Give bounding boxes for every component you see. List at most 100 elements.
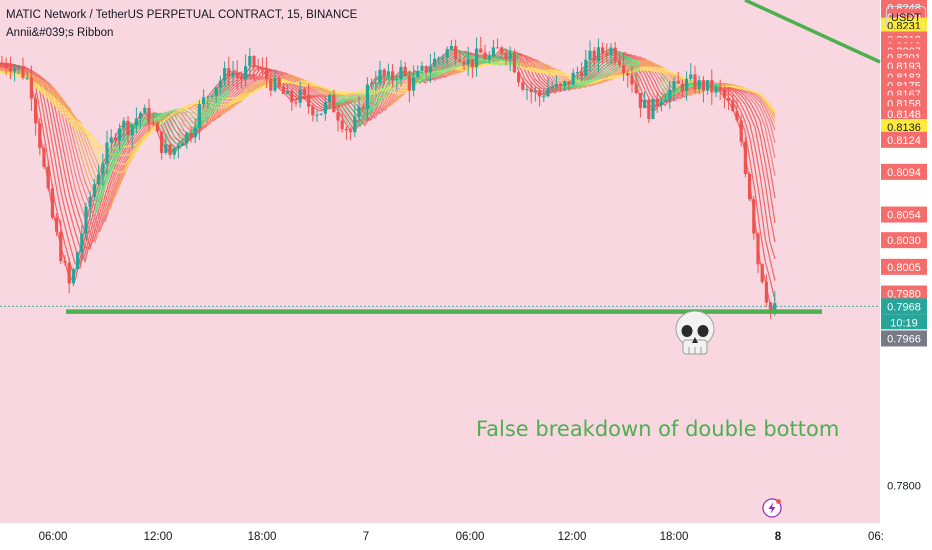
candle — [336, 102, 340, 132]
candle — [525, 85, 529, 101]
candle — [718, 79, 722, 101]
annotation-text: False breakdown of double bottom — [476, 417, 840, 441]
candle — [424, 65, 428, 77]
ribbon-line-bull — [329, 59, 521, 100]
time-axis[interactable]: 06:00 12:00 18:00 7 06:00 12:00 18:00 8 06: — [39, 531, 884, 543]
ribbon-line — [0, 56, 776, 215]
candle — [416, 65, 420, 79]
candle — [269, 74, 273, 97]
time-tick-label: 18:00 — [660, 531, 689, 543]
price-axis[interactable]: 0.82480.82390.82310.82180.82120.82070.82… — [881, 0, 927, 493]
candle — [743, 137, 747, 178]
candle — [643, 91, 647, 109]
candle — [428, 53, 432, 83]
candle — [567, 81, 571, 91]
price-tick-label: 0.8148 — [887, 109, 921, 121]
candle — [735, 98, 739, 122]
candle — [634, 73, 638, 95]
candle — [647, 97, 651, 123]
candles — [0, 36, 777, 319]
price-label: 0.8148 — [881, 106, 927, 123]
candle — [25, 71, 29, 81]
price-tick-label: 0.8124 — [887, 135, 921, 147]
candle — [80, 225, 84, 261]
candle — [92, 178, 96, 201]
candle — [668, 80, 672, 109]
candle — [84, 202, 88, 240]
price-tick-label: 0.7966 — [887, 333, 921, 345]
candle — [412, 65, 416, 97]
ribbon-line-bull — [329, 54, 521, 115]
candle — [592, 46, 596, 67]
candle — [42, 144, 46, 169]
candle — [353, 104, 357, 138]
candle — [185, 131, 189, 149]
candle — [496, 38, 500, 49]
candle — [328, 93, 332, 108]
price-tick-label: 0.8094 — [887, 167, 921, 179]
candle — [710, 69, 714, 106]
candle — [584, 49, 588, 77]
candle — [622, 52, 626, 81]
candle — [714, 84, 718, 97]
candle — [479, 36, 483, 53]
price-label: 0.8005 — [881, 258, 927, 275]
candle — [63, 254, 67, 266]
price-tick-label: 0.8030 — [887, 235, 921, 247]
candle — [399, 60, 403, 86]
candle — [420, 61, 424, 75]
currency-button[interactable]: USDT — [880, 0, 932, 36]
candle — [437, 56, 441, 65]
lightning-icon[interactable] — [762, 498, 782, 518]
candle — [286, 84, 290, 95]
time-axis-background — [0, 523, 880, 550]
indicator-label[interactable]: Annii&#039;s Ribbon — [6, 27, 114, 39]
time-tick-label: 06:00 — [456, 531, 485, 543]
candle — [164, 133, 168, 155]
candle — [168, 143, 172, 159]
candle — [126, 116, 130, 143]
time-tick-label: 12:00 — [558, 531, 587, 543]
price-label: 0.7800 — [887, 481, 921, 493]
candle — [466, 46, 470, 76]
price-tick-label: 0.7968 — [887, 301, 921, 313]
candle — [55, 213, 59, 237]
candle — [298, 81, 302, 108]
candle — [265, 56, 269, 89]
candle — [554, 75, 558, 90]
skull-icon — [675, 310, 715, 355]
candle — [67, 257, 71, 294]
candle — [701, 76, 705, 103]
ribbon-line — [0, 63, 776, 149]
candle — [760, 263, 764, 285]
candle — [319, 113, 323, 116]
candle — [176, 142, 180, 159]
candle — [21, 57, 25, 80]
time-tick-label: 12:00 — [144, 531, 173, 543]
candle — [151, 111, 155, 127]
candle — [323, 96, 327, 121]
candle — [122, 117, 126, 141]
candle — [231, 60, 235, 86]
candle — [349, 127, 353, 141]
candle — [13, 64, 17, 82]
candle — [731, 92, 735, 112]
price-label: 0.7980 — [881, 285, 927, 302]
candle — [344, 126, 348, 140]
candle — [676, 71, 680, 84]
candle — [680, 79, 684, 98]
candle — [626, 69, 630, 88]
candle — [256, 58, 260, 73]
candle — [617, 53, 621, 69]
trend-line[interactable] — [744, 0, 881, 64]
candle — [483, 44, 487, 61]
candle — [239, 71, 243, 89]
candle — [500, 45, 504, 58]
candle — [281, 82, 285, 95]
candle — [227, 56, 231, 86]
candle — [97, 164, 101, 186]
candle — [508, 46, 512, 71]
candle — [609, 43, 613, 64]
candle — [672, 77, 676, 102]
